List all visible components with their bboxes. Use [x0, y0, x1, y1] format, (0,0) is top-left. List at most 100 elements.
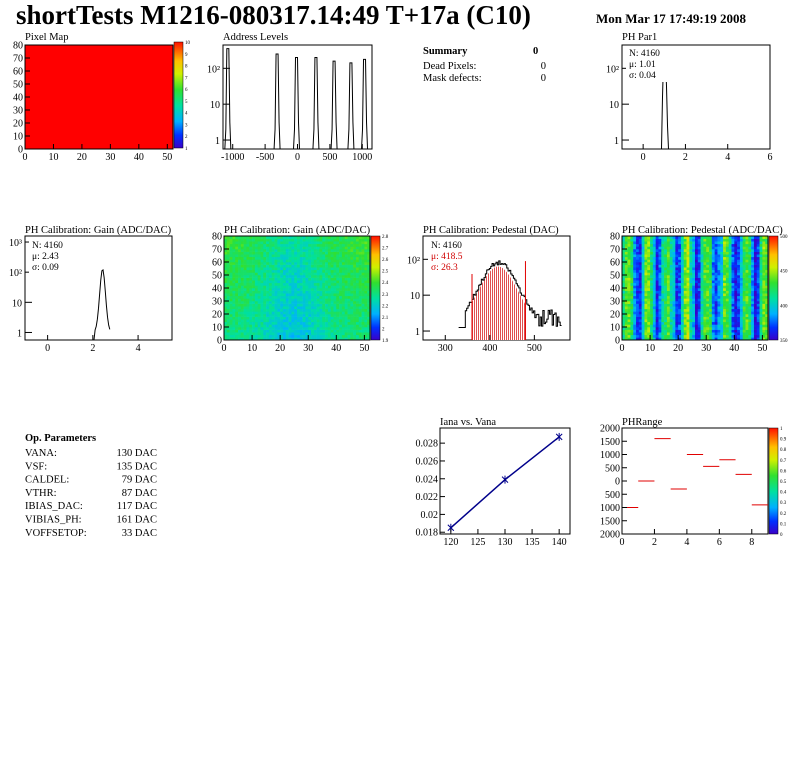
- chart-title: PH Par1: [622, 32, 657, 43]
- y-tick-label: 40: [13, 93, 23, 104]
- x-tick-label: 130: [498, 537, 513, 548]
- x-tick-label: 40: [134, 152, 144, 163]
- y-tick-label: 60: [212, 258, 222, 269]
- y-tick-label: 70: [13, 54, 23, 65]
- op-parameters-panel: Op. Parameters VANA: 130 DAC VSF: 135 DAC CAL…: [25, 433, 157, 539]
- color-scale-label: 2.3: [382, 293, 389, 298]
- y-tick-label: 0.026: [416, 456, 439, 467]
- x-tick-label: 0: [222, 343, 227, 354]
- pedestal-histogram-chart: PH Calibration: Pedestal (DAC) 1 10 10² N: 4…: [407, 225, 571, 354]
- summary-row-label: Dead Pixels:: [423, 61, 476, 72]
- y-tick-label: 80: [610, 232, 620, 243]
- stats-line: N: 4160: [431, 241, 462, 251]
- x-tick-label: 50: [757, 343, 767, 354]
- y-tick-label: 500: [605, 490, 620, 501]
- y-tick-label: 10²: [606, 64, 619, 75]
- x-tick-label: 300: [438, 343, 453, 354]
- color-scale-label: 1: [780, 427, 783, 432]
- op-parameters-title: Op. Parameters: [25, 433, 96, 444]
- summary-row-value: 0: [541, 73, 546, 84]
- x-tick-label: 30: [105, 152, 115, 163]
- y-tick-label: 10: [210, 100, 220, 111]
- stats-line: σ: 26.3: [431, 263, 458, 273]
- summary-title: Summary: [423, 46, 468, 57]
- y-tick-label: 1: [614, 136, 619, 147]
- x-tick-label: 8: [749, 537, 754, 548]
- x-tick-label: 10: [48, 152, 58, 163]
- stats-line: μ: 1.01: [629, 60, 656, 70]
- color-scale-label: 1.9: [382, 339, 389, 344]
- y-tick-label: 1500: [600, 516, 620, 527]
- y-tick-label: 1: [17, 328, 22, 339]
- data-point: [501, 475, 509, 484]
- color-scale-label: 4: [185, 112, 188, 117]
- address-peak: [330, 60, 338, 150]
- color-scale-label: 9: [185, 53, 188, 58]
- plot-frame: [24, 235, 173, 341]
- stats-box: [428, 238, 480, 274]
- address-peak: [361, 58, 369, 150]
- x-tick-label: 30: [303, 343, 313, 354]
- plot-frame: [621, 44, 771, 150]
- stats-line: μ: 2.43: [32, 252, 59, 262]
- summary-panel: Summary 0 Dead Pixels: 0 Mask defects: 0: [423, 46, 546, 84]
- x-tick-label: -500: [256, 152, 274, 163]
- x-tick-label: 120: [443, 537, 458, 548]
- op-param-value: 87 DAC: [122, 488, 157, 499]
- stats-line: σ: 0.09: [32, 263, 59, 273]
- color-scale-label: 0: [780, 533, 783, 538]
- y-tick-label: 20: [610, 310, 620, 321]
- stats-box: [626, 46, 680, 82]
- address-levels-chart: Address Levels 1 10 10² -1000 -500 0 500 1000: [207, 32, 373, 163]
- x-tick-label: 6: [717, 537, 722, 548]
- color-scale-bar: [768, 427, 779, 535]
- color-scale-label: 0.4: [780, 491, 787, 496]
- y-tick-label: 1: [415, 327, 420, 338]
- pedestal-map-cells: [622, 236, 769, 341]
- chart-title: Pixel Map: [25, 32, 68, 43]
- page-title: shortTests M1216-080317.14:49 T+17a (C10…: [16, 0, 531, 30]
- summary-total: 0: [533, 46, 538, 57]
- x-tick-label: 0: [295, 152, 300, 163]
- stats-box: [29, 238, 75, 274]
- address-peak: [347, 62, 355, 150]
- chart-title: PHRange: [622, 417, 663, 428]
- color-scale-label: 2.7: [382, 247, 389, 252]
- y-tick-label: 0.02: [421, 510, 439, 521]
- x-tick-label: 500: [322, 152, 337, 163]
- stats-line: N: 4160: [32, 241, 63, 251]
- color-scale-label: 2.6: [382, 258, 389, 263]
- color-scale-label: 0.9: [780, 438, 787, 443]
- y-tick-label: 20: [212, 310, 222, 321]
- color-scale-label: 2: [382, 327, 385, 332]
- op-param-value: 130 DAC: [116, 448, 157, 459]
- op-param-name: VTHR:: [25, 488, 57, 499]
- chart-title: PH Calibration: Pedestal (ADC/DAC): [622, 225, 783, 236]
- color-scale-label: 10: [185, 41, 191, 46]
- y-tick-label: 10: [410, 291, 420, 302]
- op-param-name: VSF:: [25, 461, 47, 472]
- data-point: [555, 432, 563, 441]
- summary-row-label: Mask defects:: [423, 73, 482, 84]
- y-tick-label: 1000: [600, 503, 620, 514]
- x-tick-label: 0: [45, 343, 50, 354]
- color-scale-label: 2.1: [382, 316, 389, 321]
- chart-title: Iana vs. Vana: [440, 417, 496, 428]
- page-date: Mon Mar 17 17:49:19 2008: [596, 11, 746, 26]
- y-tick-label: 50: [13, 80, 23, 91]
- gain-map-cells: [224, 236, 371, 341]
- op-param-value: 161 DAC: [116, 515, 157, 526]
- x-tick-label: 20: [673, 343, 683, 354]
- y-tick-label: 0.028: [416, 439, 439, 450]
- y-tick-label: 10: [13, 132, 23, 143]
- color-scale-label: 3: [185, 123, 188, 128]
- y-tick-label: 0: [615, 477, 620, 488]
- y-tick-label: 10³: [9, 238, 22, 249]
- histogram-line: [458, 260, 562, 328]
- y-tick-label: 10²: [9, 268, 22, 279]
- iana-vana-chart: Iana vs. Vana 120 125 130 135 140 0.018 0.02 0.0…: [416, 417, 571, 548]
- x-tick-label: 2: [683, 152, 688, 163]
- op-param-name: IBIAS_DAC:: [25, 501, 83, 512]
